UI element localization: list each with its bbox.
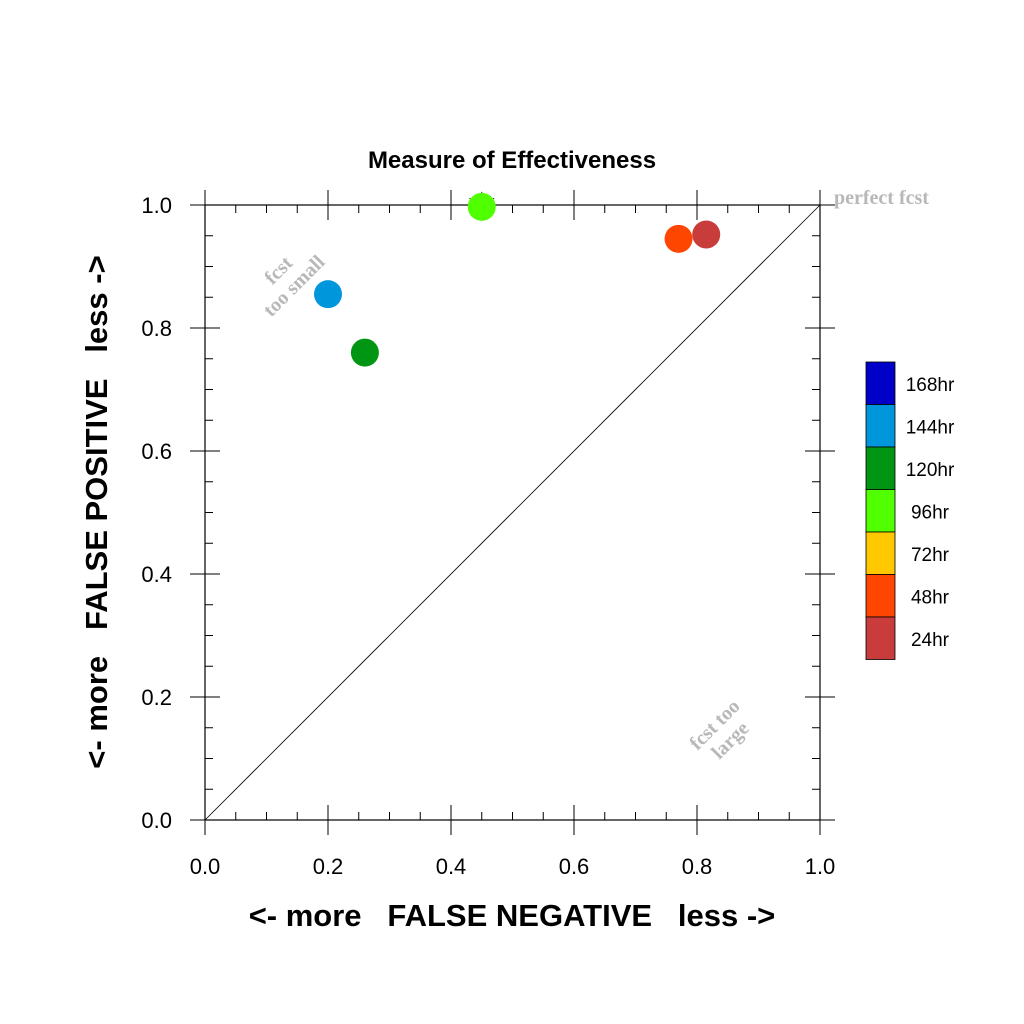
legend: 168hr 144hr 120hr 96hr 72hr 48hr 24hr (865, 361, 955, 660)
x-tick-label: 0.4 (436, 854, 467, 879)
legend-label-24hr: 24hr (911, 630, 950, 651)
data-point-96hr (467, 192, 496, 221)
chart-title: Measure of Effectiveness (368, 147, 656, 174)
fcst-too-large-annotation: fcst too large (685, 695, 753, 763)
y-tick-label: 0.2 (141, 685, 172, 710)
x-axis-label: <- more FALSE NEGATIVE less -> (249, 898, 776, 933)
legend-swatch-168hr (865, 361, 896, 405)
data-point-144hr (314, 280, 342, 309)
legend-label-144hr: 144hr (906, 418, 955, 439)
legend-swatch-120hr (865, 446, 896, 490)
diagonal-line (204, 204, 821, 821)
y-tick-label: 0.4 (141, 562, 172, 587)
y-tick-label: 0.0 (141, 808, 172, 833)
plot-area: 0.0 0.2 0.4 0.6 0.8 1.0 0.0 0.2 0.4 0.6 0.8 1.0 (141, 190, 835, 879)
legend-swatch-24hr (865, 616, 896, 660)
legend-swatch-96hr (865, 489, 896, 533)
legend-swatch-48hr (865, 574, 896, 618)
legend-label-120hr: 120hr (906, 460, 955, 481)
legend-label-72hr: 72hr (911, 545, 950, 566)
legend-label-168hr: 168hr (906, 375, 955, 396)
legend-swatch-72hr (865, 531, 896, 575)
y-axis-label: <- more FALSE POSITIVE less -> (79, 255, 114, 768)
data-point-48hr (664, 224, 693, 253)
legend-label-48hr: 48hr (911, 588, 950, 609)
fcst-too-small-annotation: fcst too small (259, 251, 329, 321)
data-point-120hr (350, 338, 379, 367)
x-tick-label: 0.8 (682, 854, 713, 879)
data-point-24hr (692, 220, 721, 249)
x-tick-label: 0.0 (190, 854, 221, 879)
y-tick-label: 0.8 (141, 316, 172, 341)
x-tick-label: 0.2 (313, 854, 344, 879)
x-tick-label: 1.0 (805, 854, 836, 879)
y-tick-label: 1.0 (141, 193, 172, 218)
perfect-fcst-annotation: perfect fcst (834, 187, 929, 209)
legend-label-96hr: 96hr (911, 503, 950, 524)
y-tick-label: 0.6 (141, 439, 172, 464)
x-tick-label: 0.6 (559, 854, 590, 879)
legend-swatch-144hr (865, 404, 896, 448)
